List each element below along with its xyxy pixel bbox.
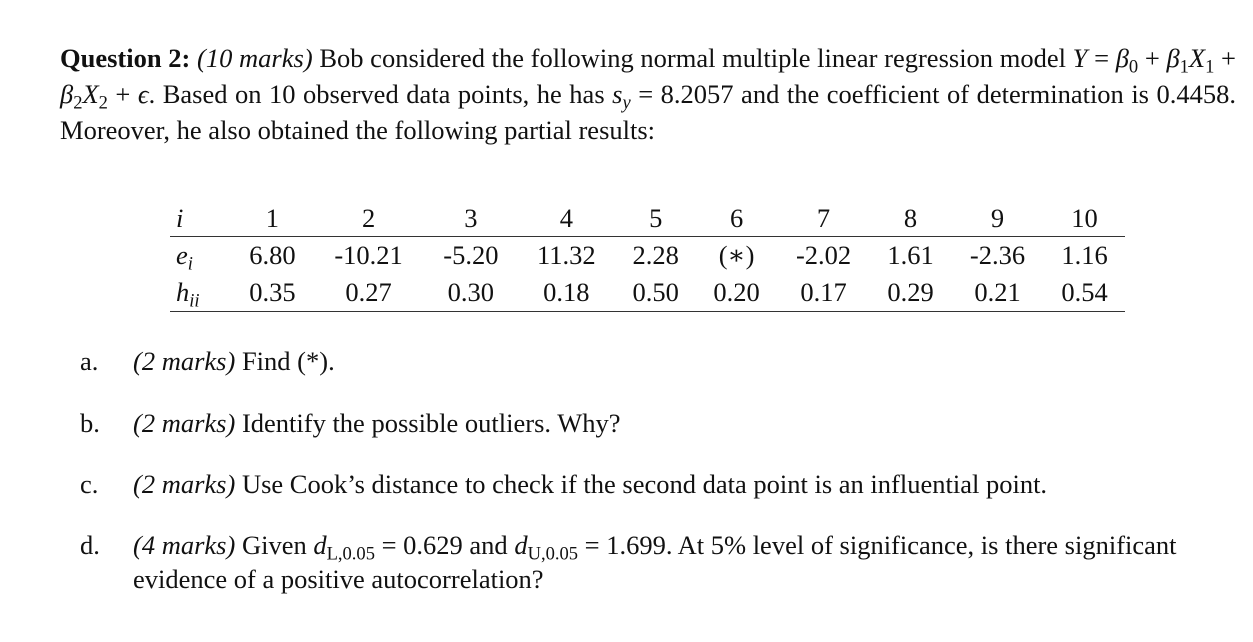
text-run: Question 2:: [60, 43, 191, 73]
text-run: 1: [1179, 56, 1189, 78]
part-text: (2 marks) Use Cook’s distance to check i…: [133, 467, 1240, 501]
table-cell: 0.50: [615, 274, 697, 312]
text-run: U,0.05: [527, 543, 579, 565]
text-run: (4 marks): [133, 530, 236, 560]
table-cell: 0.20: [696, 274, 777, 312]
text-run: = 1.699. At 5% level of significance, is…: [133, 530, 1177, 594]
part-letter: b.: [80, 408, 100, 438]
table-cell: 0.30: [424, 274, 518, 312]
table-cell: 11.32: [537, 240, 596, 270]
header-cell: 2: [312, 200, 425, 237]
text-run: s: [612, 79, 623, 109]
text-run: = 8.2057 and the coefficient of determin…: [60, 79, 1237, 145]
text-run: β: [60, 79, 74, 109]
header-cell: 1: [232, 200, 313, 237]
text-run: X: [82, 79, 99, 109]
header-cell: 7: [777, 200, 871, 237]
text-run: β: [1115, 43, 1129, 73]
table-cell: 6.80: [249, 240, 296, 270]
text-run: Find (*).: [235, 346, 335, 376]
text-run: = 0.629 and: [374, 530, 515, 560]
table-cell: -10.21: [334, 240, 403, 270]
table-cell: 1.61: [887, 240, 934, 270]
text-run: Bob considered the following normal mult…: [312, 43, 1073, 73]
table-row: hii 0.35 0.27 0.30 0.18 0.50 0.20 0.17 0.29 0.21 0…: [170, 274, 1125, 312]
table-cell: -5.20: [443, 240, 499, 270]
header-cell: 4: [517, 200, 616, 237]
text-run: (2 marks): [133, 469, 236, 499]
table-cell: 1.16: [1061, 240, 1108, 270]
header-cell: 5: [615, 200, 697, 237]
table-row: ei 6.80 -10.21 -5.20 11.32 2.28 (∗) -2.02 1.61 -2…: [170, 237, 1125, 275]
question-text: Question 2: (10 marks) Bob considered th…: [60, 40, 1236, 148]
part-letter: a.: [80, 346, 99, 376]
text-run: Identify the possible outliers. Why?: [235, 408, 621, 438]
part: a. (2 marks) Find (*).: [80, 344, 1240, 378]
table-cell: -2.02: [795, 240, 852, 270]
text-run: 1: [1205, 56, 1215, 78]
part-letter: c.: [80, 469, 99, 499]
data-table: i 1 2 3 4 5 6 7 8 9 10 ei 6.80 -10.21 -5.20 11.32 2.28 (∗…: [170, 200, 1125, 312]
text-run: 2: [98, 92, 108, 114]
table-cell: 0.18: [517, 274, 616, 312]
table-cell: 0.17: [777, 274, 871, 312]
text-run: +: [1138, 43, 1167, 73]
table-cell: 0.35: [232, 274, 313, 312]
row-label: hii: [170, 274, 232, 312]
table-cell: 2.28: [632, 240, 679, 270]
header-row: i 1 2 3 4 5 6 7 8 9 10: [170, 200, 1125, 237]
label-sub: ii: [189, 290, 200, 312]
header-label: i: [170, 200, 232, 237]
text-run: d: [514, 530, 528, 560]
text-run: . Based on 10 observed data points, he h…: [148, 79, 613, 109]
text-run: =: [1087, 43, 1116, 73]
row-label: ei: [170, 237, 232, 275]
label-base: h: [176, 277, 190, 307]
text-run: Y: [1072, 43, 1088, 73]
text-run: β: [1166, 43, 1180, 73]
part-text: (2 marks) Identify the possible outliers…: [133, 406, 1240, 440]
part-text: (4 marks) Given dL,0.05 = 0.629 and dU,0…: [133, 528, 1240, 596]
text-run: Given: [235, 530, 314, 560]
table-cell: 0.29: [870, 274, 951, 312]
text-run: (2 marks): [133, 346, 236, 376]
header-cell: 9: [950, 200, 1045, 237]
text-run: +: [1214, 43, 1236, 73]
header-cell: 10: [1044, 200, 1125, 237]
part-letter: d.: [80, 530, 100, 560]
text-run: ϵ: [137, 79, 149, 109]
header-cell: 6: [696, 200, 777, 237]
header-cell: 3: [424, 200, 518, 237]
text-run: +: [107, 79, 138, 109]
part: c. (2 marks) Use Cook’s distance to check…: [80, 467, 1240, 501]
text-run: L,0.05: [326, 543, 375, 565]
table-cell: -2.36: [969, 240, 1026, 270]
table-cell: 0.54: [1044, 274, 1125, 312]
text-run: 0: [1128, 56, 1139, 78]
part-text: (2 marks) Find (*).: [133, 344, 1240, 378]
text-run: (2 marks): [133, 408, 236, 438]
text-run: (10 marks): [197, 43, 313, 73]
text-run: y: [622, 92, 631, 114]
part: d. (4 marks) Given dL,0.05 = 0.629 and dU…: [80, 528, 1240, 596]
text-run: 2: [73, 92, 83, 114]
table-cell: (∗): [718, 240, 755, 270]
label-sub: i: [187, 253, 193, 275]
part: b. (2 marks) Identify the possible outlie…: [80, 406, 1240, 440]
text-run: d: [313, 530, 327, 560]
table-cell: 0.27: [312, 274, 425, 312]
text-run: X: [1188, 43, 1206, 73]
label-base: e: [176, 240, 188, 270]
text-run: Use Cook’s distance to check if the seco…: [235, 469, 1048, 499]
header-cell: 8: [870, 200, 951, 237]
table-cell: 0.21: [950, 274, 1045, 312]
